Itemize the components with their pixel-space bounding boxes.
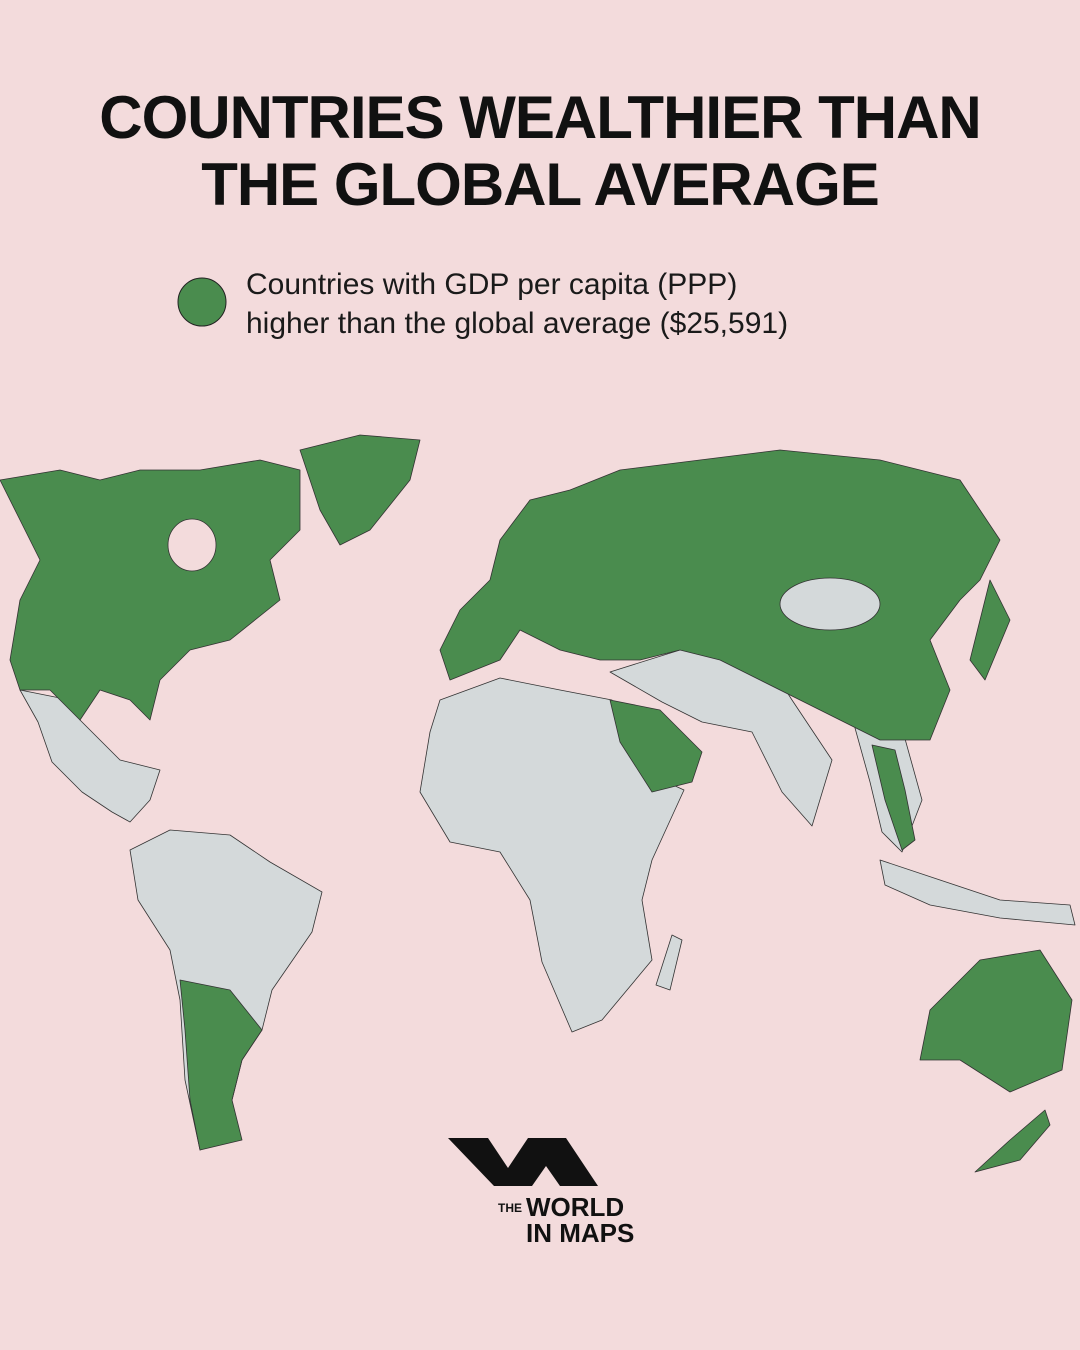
southern-cone (179, 979, 263, 1151)
world-map (0, 434, 1076, 1173)
logo-text: IN MAPS (526, 1218, 634, 1248)
hudson-bay (167, 518, 217, 572)
madagascar (655, 934, 683, 991)
legend-marker (177, 277, 227, 327)
eurasia (439, 449, 1001, 741)
north-america (0, 459, 301, 721)
arabia (609, 699, 703, 793)
indonesia (879, 859, 1076, 926)
legend-label: Countries with GDP per capita (PPP) (246, 268, 737, 301)
logo-text: WORLD (526, 1192, 624, 1222)
logo-mark (448, 1138, 598, 1186)
legend-label: higher than the global average ($25,591) (246, 307, 788, 340)
title-line: COUNTRIES WEALTHIER THAN (99, 84, 981, 151)
mongolia (779, 577, 881, 631)
greenland (299, 434, 421, 546)
japan (969, 579, 1011, 681)
logo-text: THE (498, 1201, 522, 1215)
logo: THE WORLD IN MAPS (448, 1138, 634, 1248)
africa (419, 677, 685, 1033)
title-line: THE GLOBAL AVERAGE (201, 151, 879, 218)
new-zealand (974, 1109, 1051, 1173)
thailand-malaysia (871, 744, 916, 851)
australia (919, 949, 1073, 1093)
